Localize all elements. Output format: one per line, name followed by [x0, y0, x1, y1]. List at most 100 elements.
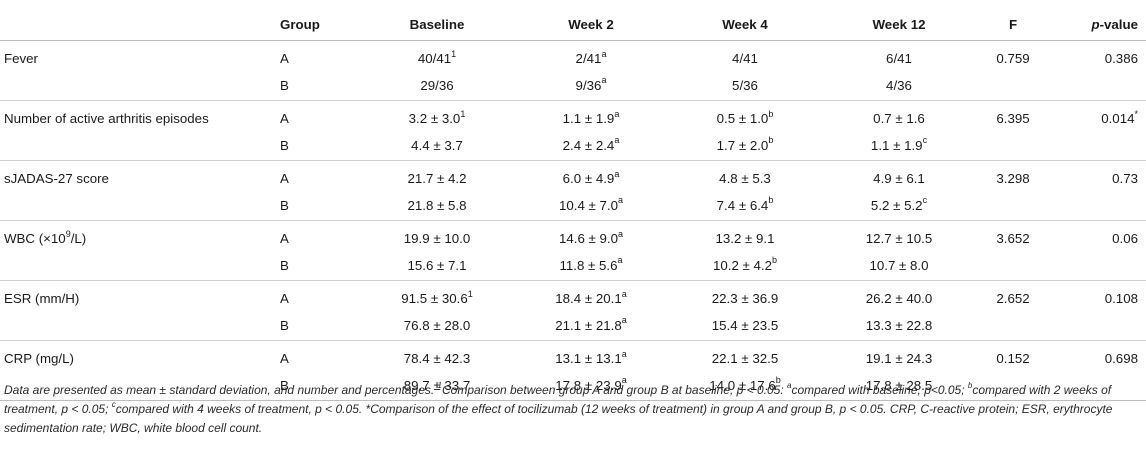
week4-value: 22.3 ± 36.9 — [711, 291, 779, 306]
week2-value: 2/41 — [575, 51, 602, 66]
row-label — [0, 72, 262, 101]
week4-superscript: b — [772, 255, 778, 266]
f-cell: 2.652 — [996, 291, 1030, 306]
row-label-post: /L) — [70, 231, 87, 246]
header-row: Group Baseline Week 2 Week 4 Week 12 F p… — [0, 8, 1146, 41]
baseline-value: 21.7 ± 4.2 — [407, 171, 467, 186]
week4-value: 15.4 ± 23.5 — [711, 317, 779, 333]
week2-superscript: a — [618, 228, 624, 239]
week12-cell: 12.7 ± 10.5 — [822, 221, 976, 253]
week4-cell: 5/36 — [668, 72, 822, 101]
week2-value: 17.8 ± 23.9 — [555, 377, 622, 393]
f-cell: 0.759 — [996, 51, 1030, 66]
week2-superscript: a — [621, 315, 627, 326]
week2-cell: 17.8 ± 23.9a — [514, 372, 668, 401]
week2-value: 11.8 ± 5.6 — [559, 257, 618, 273]
header-week2: Week 2 — [514, 8, 668, 41]
footnote-text-4: compared with 2 weeks of treatment, p < … — [4, 383, 1112, 416]
week4-superscript: b — [775, 375, 781, 386]
week2-value: 6.0 ± 4.9 — [562, 171, 615, 186]
table-row: ESR (mm/H) A 91.5 ± 30.61 18.4 ± 20.1a 22.3 … — [0, 281, 1146, 313]
week2-cell: 13.1 ± 13.1a — [514, 341, 668, 373]
p-value-cell-empty — [1050, 132, 1146, 161]
week12-cell: 13.3 ± 22.8 — [822, 312, 976, 341]
week4-value: 0.5 ± 1.0 — [716, 111, 769, 126]
week2-superscript: a — [601, 48, 607, 59]
footnote-sup-1: 1 — [437, 381, 442, 390]
row-label: CRP (mg/L) — [0, 341, 262, 373]
baseline-cell: 15.6 ± 7.1 — [360, 252, 514, 281]
footnote-sup-c: c — [111, 400, 116, 409]
row-label — [0, 192, 262, 221]
p-value-cell-empty — [1050, 312, 1146, 341]
row-label: WBC (×109/L) — [0, 221, 262, 253]
baseline-superscript: 1 — [451, 48, 457, 59]
week2-value: 21.1 ± 21.8 — [555, 317, 622, 333]
week4-cell: 7.4 ± 6.4b — [668, 192, 822, 221]
week12-cell: 5.2 ± 5.2c — [822, 192, 976, 221]
group-cell: B — [262, 192, 360, 221]
week12-cell: 10.7 ± 8.0 — [822, 252, 976, 281]
table-row: CRP (mg/L) A 78.4 ± 42.3 13.1 ± 13.1a 22.1 ±… — [0, 341, 1146, 373]
week4-cell: 4.8 ± 5.3 — [668, 161, 822, 193]
f-cell-empty — [976, 252, 1050, 281]
p-value-cell: 0.73 — [1050, 161, 1146, 193]
week4-cell: 15.4 ± 23.5 — [668, 312, 822, 341]
week2-value: 14.6 ± 9.0 — [558, 231, 619, 246]
p-value-cell-empty — [1050, 372, 1146, 401]
baseline-cell: 78.4 ± 42.3 — [360, 341, 514, 373]
footnote-sup-b: b — [967, 381, 973, 390]
table-row: WBC (×109/L) A 19.9 ± 10.0 14.6 ± 9.0a 13.2 … — [0, 221, 1146, 253]
results-table: Group Baseline Week 2 Week 4 Week 12 F p… — [0, 8, 1146, 401]
table-footnote: Data are presented as mean ± standard de… — [4, 381, 1140, 438]
p-value-cell-empty — [1050, 192, 1146, 221]
week12-value: 12.7 ± 10.5 — [865, 231, 933, 246]
group-cell: A — [280, 291, 289, 306]
week4-value: 22.1 ± 32.5 — [711, 351, 779, 366]
row-label: ESR (mm/H) — [0, 281, 262, 313]
footnote-text-5: compared with 4 weeks of treatment, p < … — [4, 402, 1113, 435]
week12-value: 5.2 ± 5.2 — [870, 197, 923, 213]
week12-value: 19.1 ± 24.3 — [865, 351, 933, 366]
week2-cell: 2/41a — [514, 41, 668, 73]
table-body: Fever A 40/411 2/41a 4/41 6/41 0.759 0.386 B 29/3… — [0, 41, 1146, 401]
p-value-cell: 0.108 — [1050, 281, 1146, 313]
baseline-value: 91.5 ± 30.6 — [401, 291, 468, 306]
f-cell-empty — [976, 372, 1050, 401]
row-label: Fever — [0, 41, 262, 73]
week2-cell: 11.8 ± 5.6a — [514, 252, 668, 281]
week4-value: 10.2 ± 4.2 — [712, 257, 773, 273]
baseline-value: 89.7 ± 33.7 — [403, 377, 471, 393]
f-cell: 6.395 — [996, 111, 1030, 126]
week12-cell: 26.2 ± 40.0 — [822, 281, 976, 313]
header-baseline: Baseline — [360, 8, 514, 41]
week2-value: 2.4 ± 2.4 — [562, 137, 615, 153]
week12-value: 6/41 — [886, 51, 912, 66]
row-label: Number of active arthritis episodes — [0, 101, 262, 133]
week2-value: 18.4 ± 20.1 — [555, 291, 622, 306]
week4-value: 13.2 ± 9.1 — [715, 231, 775, 246]
week12-value: 10.7 ± 8.0 — [869, 257, 929, 273]
header-blank — [0, 8, 262, 41]
baseline-cell: 21.8 ± 5.8 — [360, 192, 514, 221]
group-cell: A — [280, 111, 289, 126]
baseline-cell: 3.2 ± 3.01 — [360, 101, 514, 133]
week2-cell: 6.0 ± 4.9a — [514, 161, 668, 193]
f-cell-empty — [976, 132, 1050, 161]
week2-superscript: a — [617, 255, 623, 266]
p-value-superscript: * — [1134, 108, 1138, 119]
group-cell: B — [262, 132, 360, 161]
week12-value: 17.8 ± 28.5 — [865, 377, 933, 393]
header-p-italic: p — [1091, 16, 1100, 32]
group-cell: A — [280, 231, 289, 246]
week4-superscript: b — [768, 195, 774, 206]
table-row: B 21.8 ± 5.8 10.4 ± 7.0a 7.4 ± 6.4b 5.2 ± 5.… — [0, 192, 1146, 221]
week2-superscript: a — [621, 348, 627, 359]
group-cell: B — [262, 252, 360, 281]
row-label — [0, 312, 262, 341]
f-cell-empty — [976, 72, 1050, 101]
week2-superscript: a — [614, 168, 620, 179]
row-label — [0, 132, 262, 161]
week4-superscript: b — [768, 135, 774, 146]
